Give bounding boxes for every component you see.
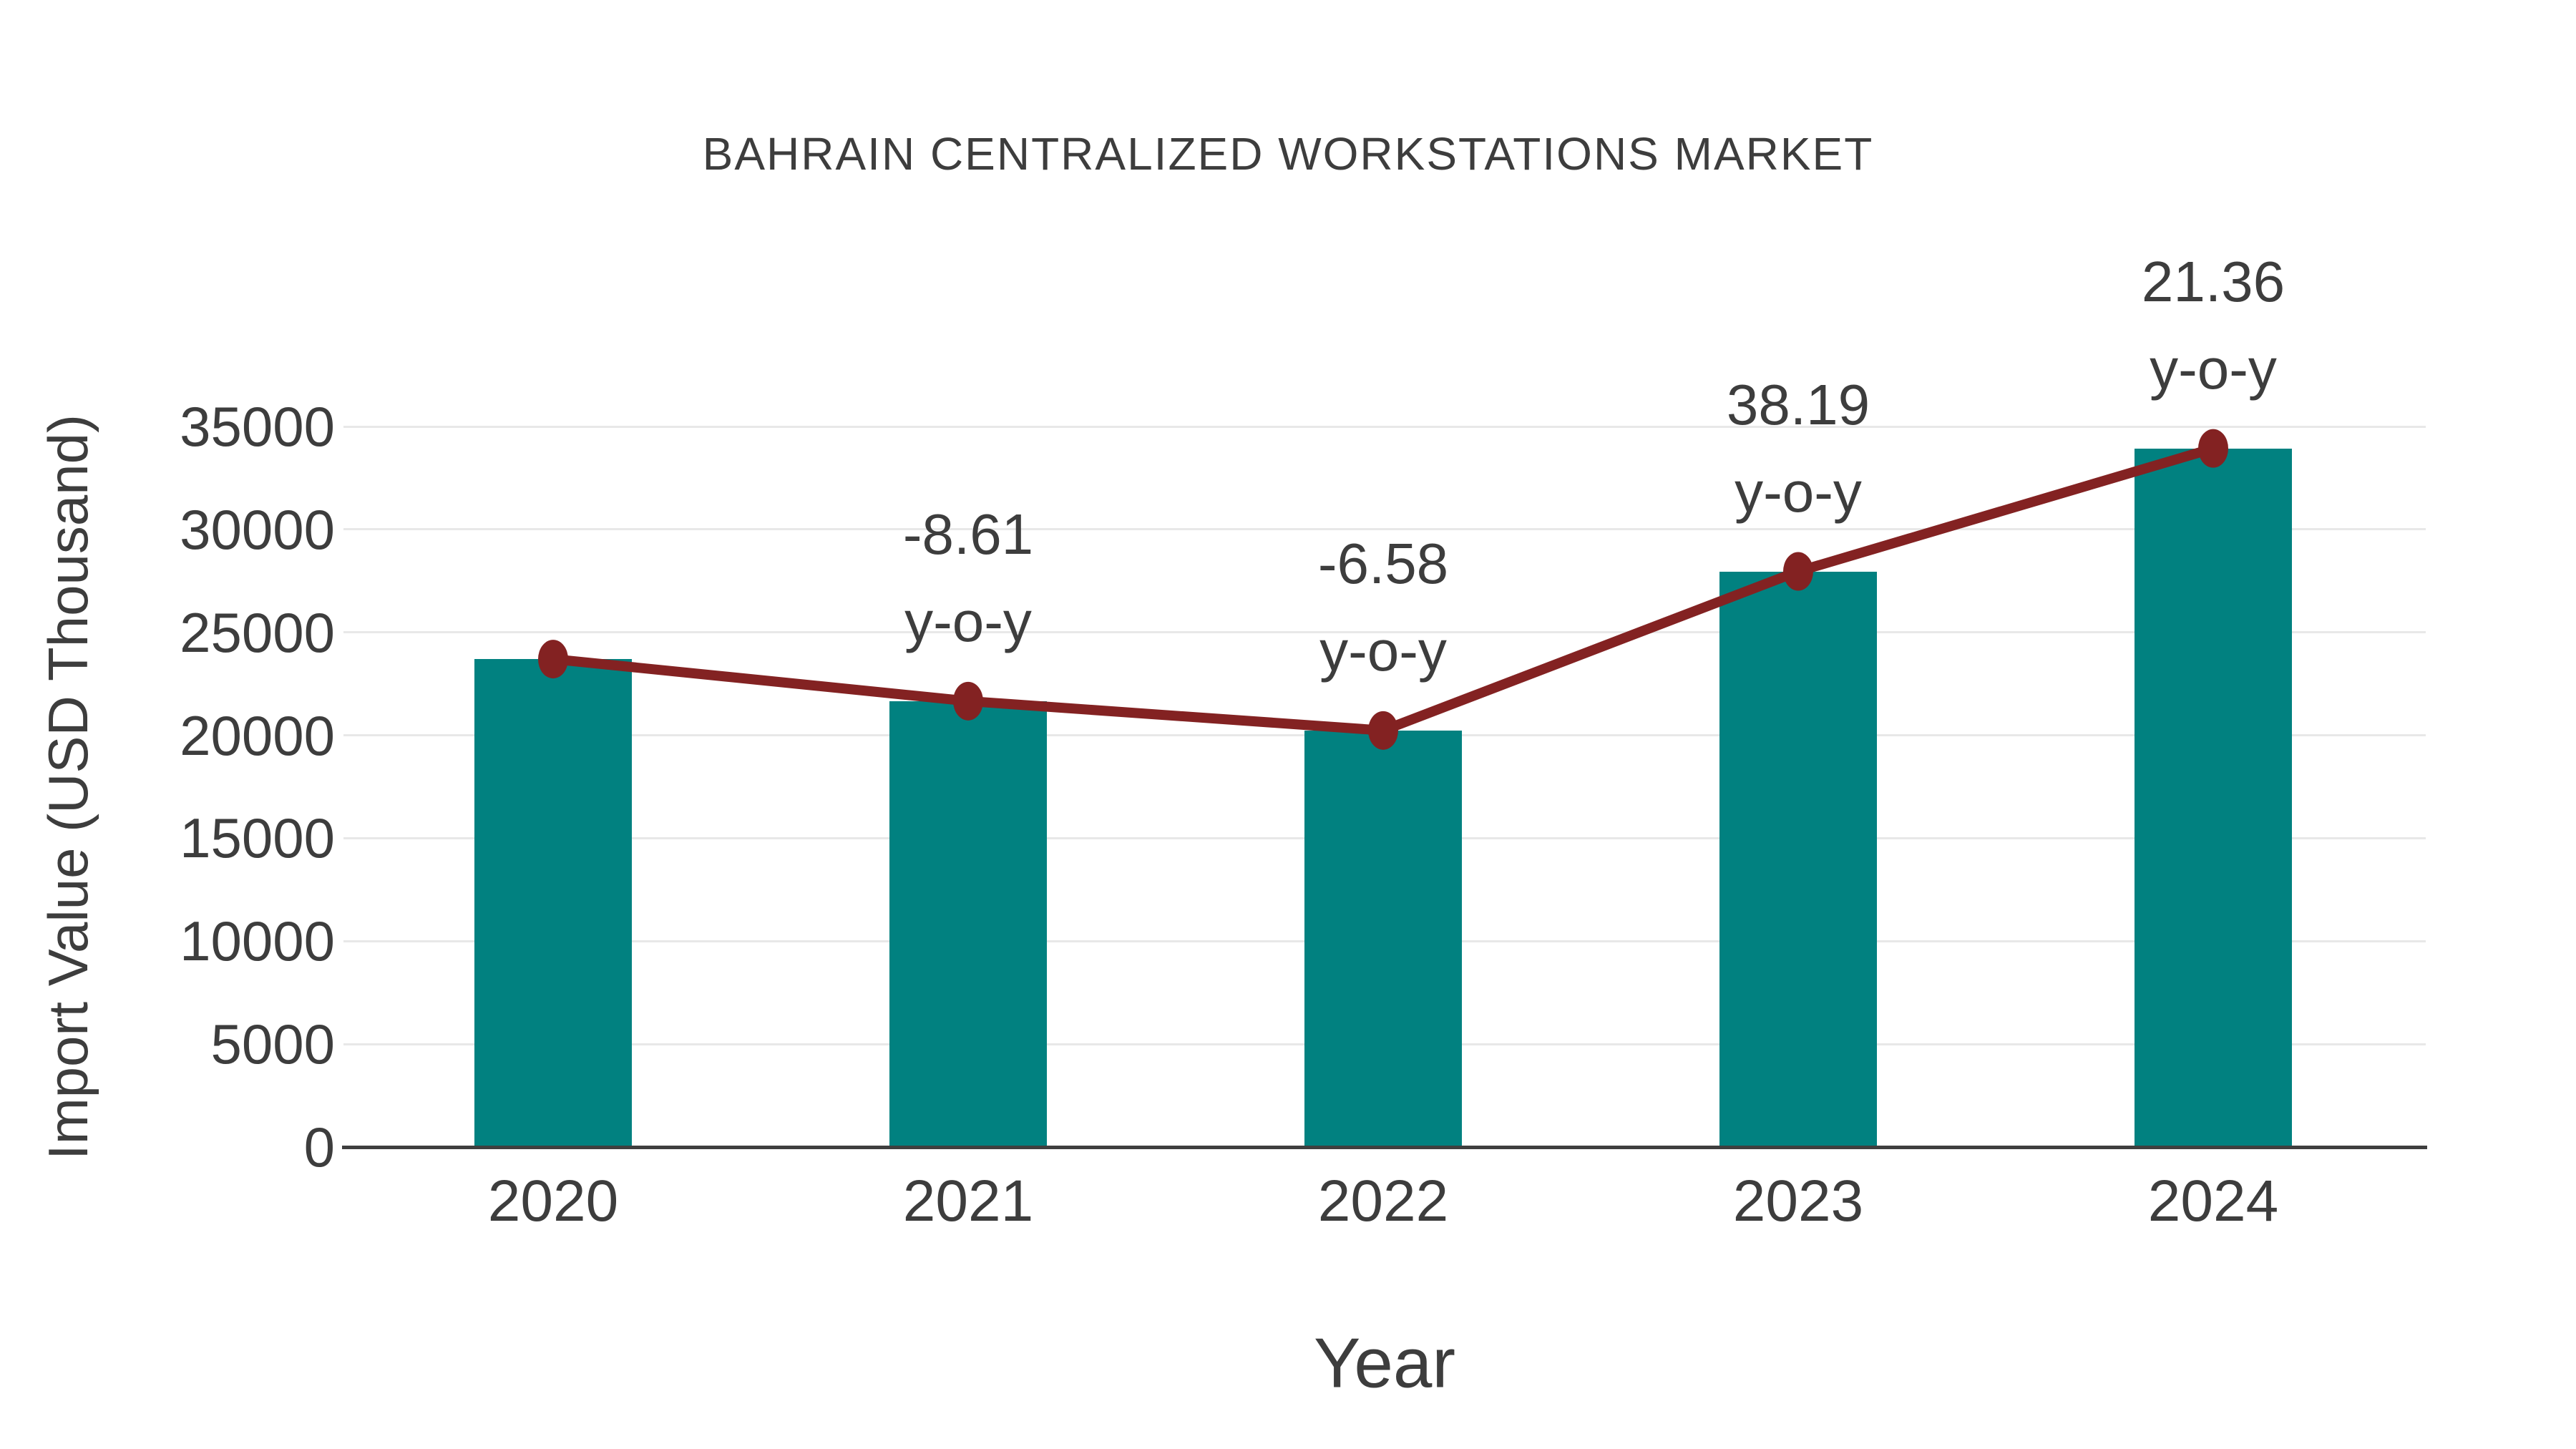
y-tick-label-15000: 15000 — [180, 806, 335, 870]
y-tick-label-10000: 10000 — [180, 909, 335, 973]
bar-2020 — [474, 659, 632, 1147]
y-tick-label-20000: 20000 — [180, 703, 335, 767]
x-tick-label-2020: 2020 — [487, 1169, 619, 1234]
y-tick-label-35000: 35000 — [180, 395, 335, 458]
bar-2023 — [1719, 571, 1877, 1147]
x-tick-label-2023: 2023 — [1732, 1169, 1864, 1234]
data-point-2024 — [2198, 429, 2228, 468]
chart-title: BAHRAIN CENTRALIZED WORKSTATIONS MARKET — [702, 128, 1874, 180]
data-point-2022 — [1368, 711, 1398, 750]
data-point-2021 — [953, 681, 983, 721]
y-tick-label-0: 0 — [303, 1116, 335, 1179]
y-tick-label-5000: 5000 — [210, 1013, 335, 1076]
bar-2022 — [1304, 730, 1462, 1147]
bar-2024 — [2135, 448, 2292, 1147]
data-point-2020 — [538, 640, 568, 679]
x-tick-label-2022: 2022 — [1317, 1169, 1449, 1234]
data-point-2023 — [1783, 552, 1813, 591]
annotation-2021-unit: y-o-y — [904, 589, 1032, 653]
annotation-2021-value: -8.61 — [902, 502, 1034, 566]
annotation-2023-unit: y-o-y — [1735, 459, 1862, 524]
x-tick-label-2021: 2021 — [902, 1169, 1034, 1234]
annotation-2024-value: 21.36 — [2141, 249, 2285, 313]
gridline-30000 — [343, 528, 2426, 531]
x-axis-title: Year — [1313, 1323, 1456, 1402]
gridline-25000 — [343, 631, 2426, 634]
gridline-35000 — [343, 425, 2426, 428]
annotation-2022-value: -6.58 — [1317, 531, 1449, 595]
x-tick-label-2024: 2024 — [2147, 1169, 2279, 1234]
y-tick-label-30000: 30000 — [180, 497, 335, 561]
y-tick-label-25000: 25000 — [180, 600, 335, 664]
annotation-2024-unit: y-o-y — [2150, 336, 2277, 401]
bar-2021 — [889, 701, 1047, 1147]
annotation-2022-unit: y-o-y — [1319, 618, 1447, 683]
annotation-2023-value: 38.19 — [1726, 372, 1870, 436]
x-axis-line — [342, 1146, 2427, 1149]
